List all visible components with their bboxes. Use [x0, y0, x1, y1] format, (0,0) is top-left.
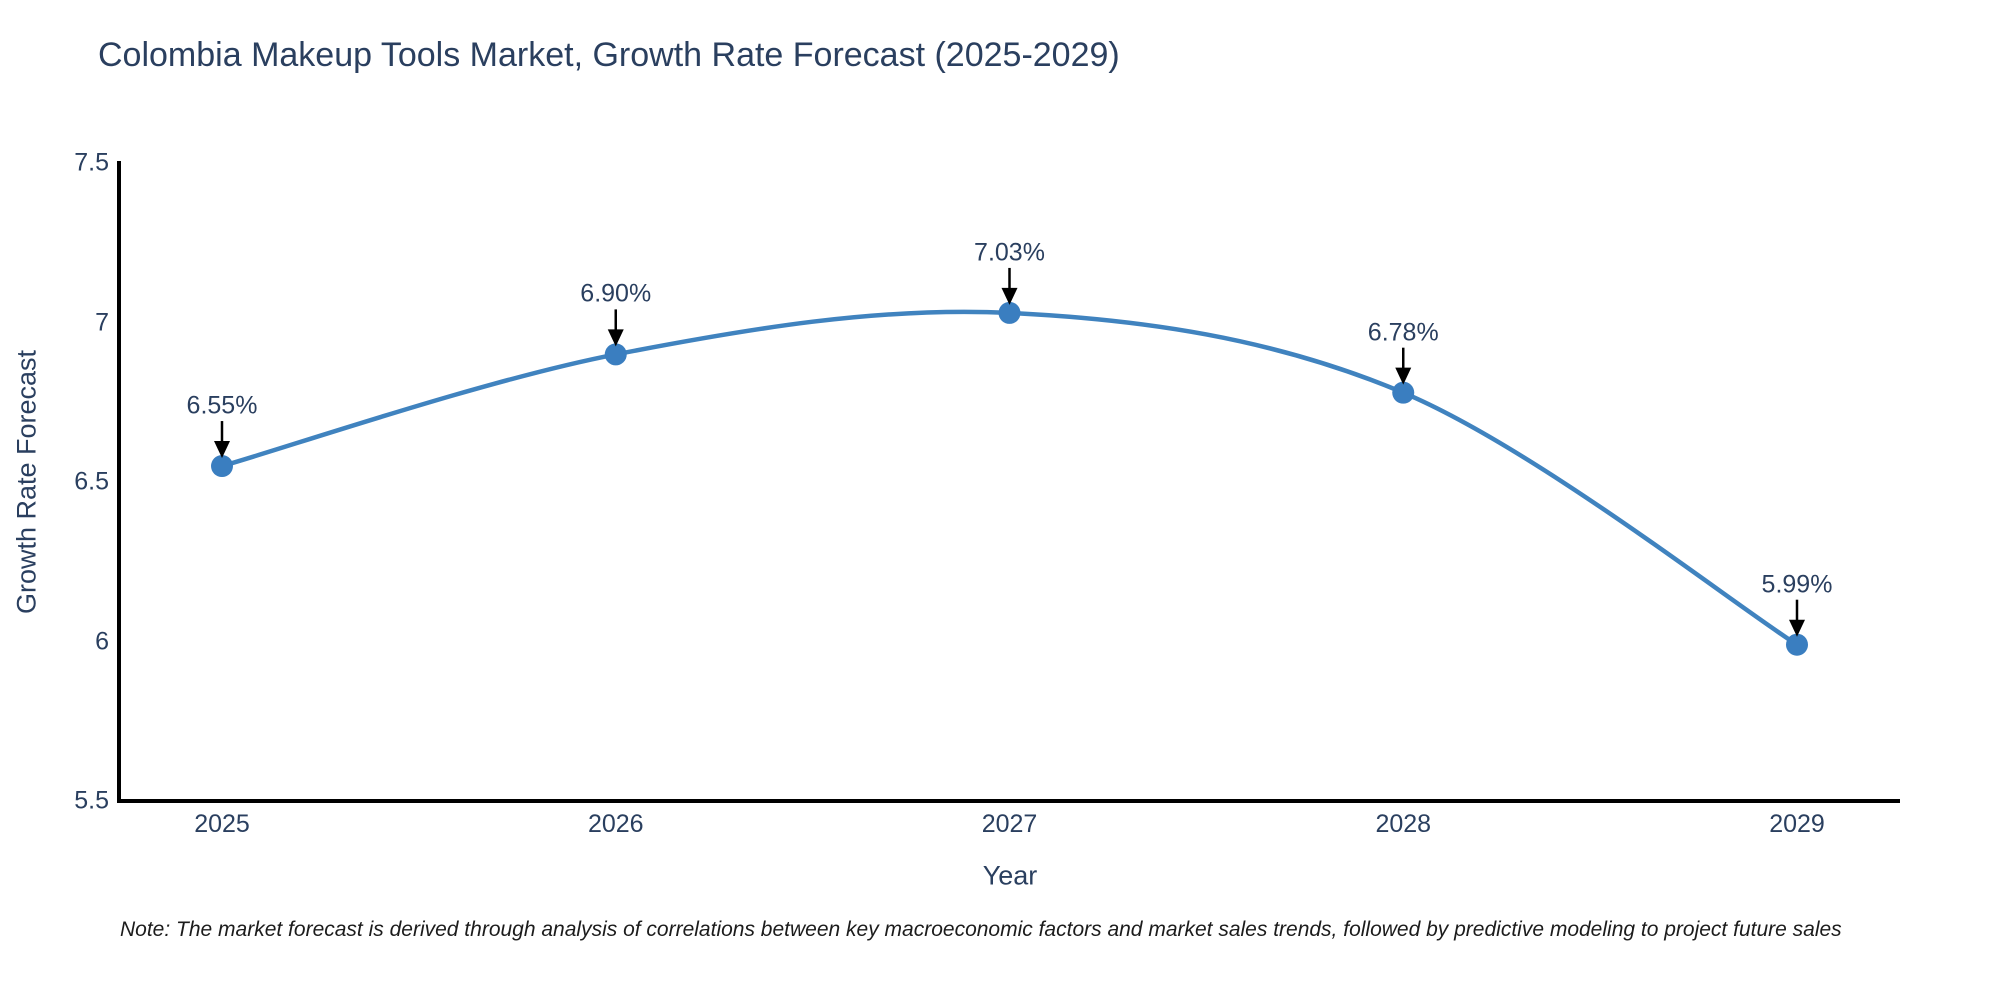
- trend-line: [219, 309, 1800, 647]
- data-point-label: 6.55%: [186, 391, 258, 420]
- data-point-label: 5.99%: [1761, 570, 1833, 599]
- y-tick-label: 7.5: [74, 148, 109, 177]
- data-point-marker: [1392, 381, 1415, 404]
- y-tick-label: 5.5: [74, 786, 109, 815]
- y-tick-label: 6.5: [74, 467, 109, 496]
- data-point-marker: [998, 301, 1021, 324]
- y-axis-title: Growth Rate Forecast: [11, 349, 42, 615]
- data-point-label: 6.90%: [580, 279, 652, 308]
- y-tick-label: 6: [95, 627, 109, 655]
- data-point-marker: [211, 455, 233, 478]
- footnote: Note: The market forecast is derived thr…: [120, 918, 1842, 941]
- annotation-arrow-head: [607, 329, 624, 347]
- x-axis-title: Year: [982, 860, 1038, 891]
- x-tick-label: 2029: [1769, 810, 1825, 838]
- y-tick-label: 7: [95, 308, 109, 336]
- data-point-marker: [1786, 633, 1808, 656]
- x-tick-label: 2027: [981, 810, 1038, 838]
- annotation-arrow-head: [1001, 287, 1018, 305]
- annotation-arrow-head: [1395, 367, 1412, 385]
- x-tick-label: 2028: [1375, 810, 1432, 838]
- x-tick-label: 2025: [194, 810, 250, 838]
- x-tick-label: 2026: [587, 810, 644, 838]
- chart-title: Colombia Makeup Tools Market, Growth Rat…: [98, 36, 1120, 74]
- annotation-arrow-head: [1789, 619, 1805, 637]
- data-point-label: 6.78%: [1367, 318, 1439, 347]
- data-point-label: 7.03%: [974, 238, 1045, 267]
- annotation-arrow-head: [214, 441, 230, 459]
- data-point-marker: [604, 343, 627, 366]
